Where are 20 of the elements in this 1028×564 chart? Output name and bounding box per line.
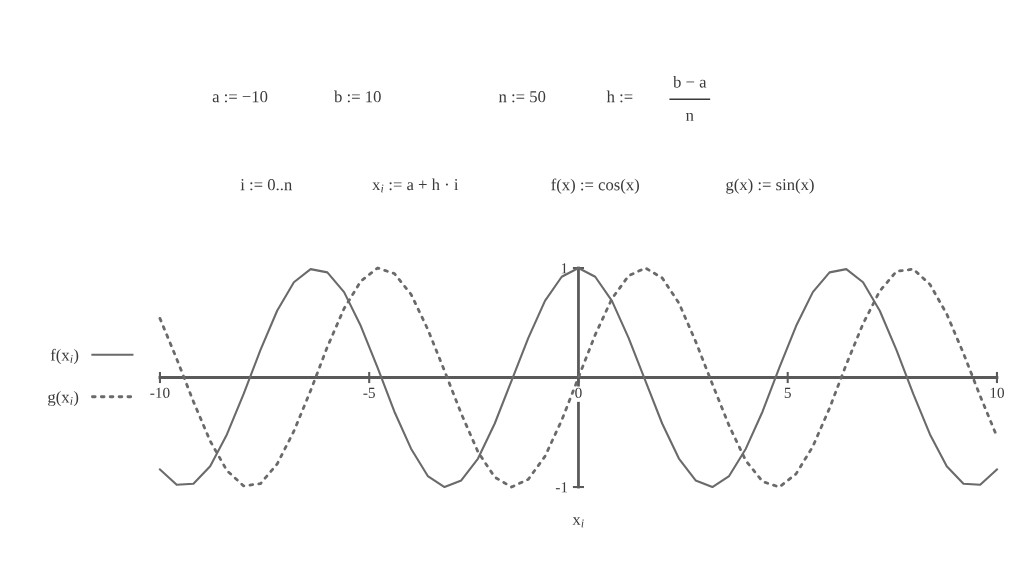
x-tick-label: -10 (150, 387, 170, 398)
text: i := 0..n (240, 179, 292, 191)
text: g(x) := sin(x) (726, 178, 814, 194)
x-axis-title: x$_{i}$ (572, 517, 584, 528)
y-tick-label: -1 (555, 482, 568, 493)
x-tick-label: 5 (784, 387, 791, 398)
text: a := −10 (212, 91, 268, 103)
text: b − a (673, 75, 707, 88)
text: x$_{i}$ := a + h · i (372, 178, 459, 193)
text: b := 10 (334, 90, 381, 103)
text: n := 50 (498, 91, 546, 103)
legend-label: g(x$_{i}$) (48, 390, 79, 407)
text: f(x) := cos(x) (551, 178, 639, 194)
x-tick-label: 0 (575, 387, 582, 398)
y-tick-label: 1 (561, 263, 568, 274)
x-tick-label: -5 (363, 387, 375, 398)
x-tick-label: 10 (990, 387, 1005, 398)
text: h := (606, 90, 633, 103)
legend-label: f(x$_{i}$) (50, 348, 79, 365)
text: n (686, 112, 694, 121)
